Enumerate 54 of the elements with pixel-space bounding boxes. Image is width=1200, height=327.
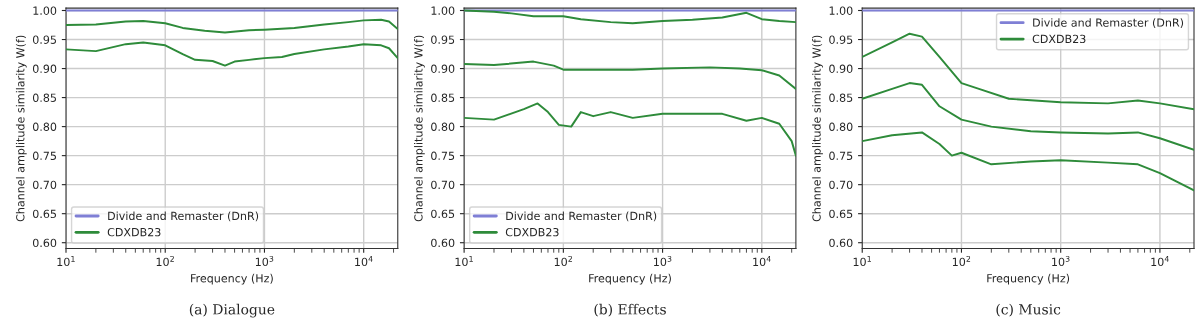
x-axis-title: Frequency (Hz) [987, 273, 1070, 285]
x-tick-label: 10$^{2}$ [156, 255, 174, 267]
y-axis-title: Channel amplitude similarity W(f) [414, 35, 425, 222]
x-tick-label: 10$^{1}$ [853, 255, 871, 267]
y-tick-label: 0.75 [32, 151, 56, 161]
y-tick-label: 1.00 [829, 6, 853, 15]
legend-label: CDXDB23 [1032, 34, 1086, 44]
y-tick-label: 0.65 [431, 209, 455, 219]
y-tick-label: 0.85 [431, 93, 455, 102]
text: (c) Music [996, 303, 1061, 317]
y-tick-label: 0.80 [32, 122, 57, 131]
x-tick-label: 10$^{2}$ [952, 255, 971, 267]
y-tick-label: 1.00 [33, 6, 57, 15]
legend-label: CDXDB23 [505, 227, 559, 237]
y-tick-label: 0.80 [431, 122, 455, 131]
x-axis-title: Frequency (Hz) [589, 273, 671, 285]
y-tick-label: 0.75 [431, 151, 455, 161]
y-tick-label: 0.65 [32, 209, 56, 219]
y-axis-title: Channel amplitude similarity W(f) [812, 35, 823, 222]
x-tick-label: 10$^{1}$ [57, 255, 75, 267]
y-tick-label: 0.90 [829, 64, 853, 73]
y-tick-label: 0.80 [829, 122, 853, 131]
x-tick-label: 10$^{4}$ [753, 255, 771, 267]
y-tick-label: 0.70 [431, 180, 455, 190]
y-tick-label: 0.70 [32, 180, 57, 190]
y-tick-label: 0.70 [829, 180, 853, 190]
y-tick-label: 0.95 [829, 35, 853, 44]
legend-label: Divide and Remaster (DnR) [1033, 18, 1184, 29]
y-tick-label: 0.60 [431, 238, 455, 248]
x-tick-label: 10$^{2}$ [554, 255, 572, 267]
text: (a) Dialogue [189, 303, 275, 318]
x-tick-label: 10$^{4}$ [1151, 255, 1169, 267]
y-tick-label: 0.95 [32, 35, 56, 44]
y-tick-label: 0.85 [32, 93, 56, 102]
y-tick-label: 0.90 [32, 64, 57, 73]
y-tick-label: 0.75 [829, 151, 853, 161]
y-tick-label: 0.90 [431, 64, 455, 73]
x-tick-label: 10$^{3}$ [654, 255, 672, 267]
x-tick-label: 10$^{1}$ [455, 255, 473, 267]
y-axis-title: Channel amplitude similarity W(f) [15, 35, 27, 222]
y-tick-label: 0.60 [32, 238, 57, 248]
x-axis-title: Frequency (Hz) [191, 273, 273, 285]
y-tick-label: 0.95 [431, 35, 455, 44]
y-tick-label: 0.65 [829, 209, 853, 219]
y-tick-label: 0.60 [829, 238, 853, 248]
x-tick-label: 10$^{3}$ [1052, 255, 1070, 267]
text: (b) Effects [594, 303, 666, 317]
legend-label: CDXDB23 [107, 227, 161, 237]
x-tick-label: 10$^{4}$ [355, 255, 373, 267]
legend-label: Divide and Remaster (DnR) [506, 211, 657, 222]
y-tick-label: 0.85 [829, 93, 853, 102]
legend-label: Divide and Remaster (DnR) [108, 211, 259, 222]
y-tick-label: 1.00 [431, 6, 455, 15]
x-tick-label: 10$^{3}$ [255, 255, 274, 267]
